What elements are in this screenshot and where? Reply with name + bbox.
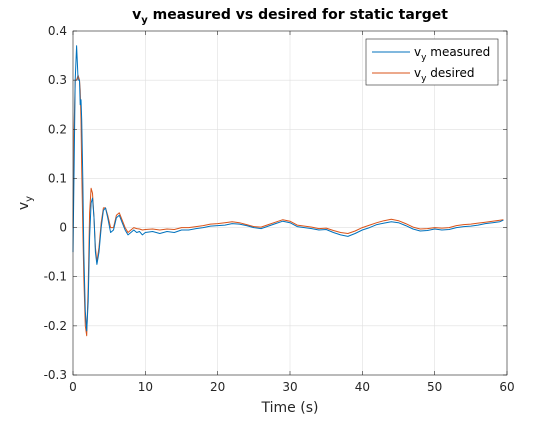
x-tick-label: 0	[69, 380, 77, 394]
y-tick-label: -0.2	[44, 319, 67, 333]
chart-title-rest: measured vs desired for static target	[148, 7, 448, 23]
y-tick-label: -0.1	[44, 270, 67, 284]
y-ticks: -0.3 -0.2 -0.1 0 0.1 0.2 0.3 0.4	[44, 24, 507, 382]
x-tick-label: 50	[427, 380, 442, 394]
y-tick-label: 0.4	[48, 24, 67, 38]
y-tick-label: 0.2	[48, 122, 67, 136]
series-lines	[72, 45, 504, 337]
y-tick-label: 0	[59, 221, 67, 235]
legend: vy measured vy desired	[365, 38, 499, 86]
y-tick-label: -0.3	[44, 368, 67, 382]
x-tick-label: 20	[210, 380, 225, 394]
y-tick-label: 0.1	[48, 171, 67, 185]
series-line-desired	[72, 74, 504, 337]
legend-measured-rest: measured	[426, 45, 490, 59]
y-axis-label-main: v	[16, 202, 32, 210]
legend-desired-rest: desired	[426, 66, 474, 80]
x-tick-label: 60	[499, 380, 514, 394]
legend-label-measured: vy measured	[414, 45, 490, 63]
x-axis-label: Time (s)	[261, 400, 319, 416]
x-tick-label: 30	[282, 380, 297, 394]
legend-label-desired: vy desired	[414, 66, 475, 84]
legend-desired-subscript: y	[421, 74, 427, 84]
series-line-measured	[72, 45, 504, 332]
chart-title: vy measured vs desired for static target	[132, 7, 448, 26]
chart-title-subscript: y	[141, 15, 148, 26]
x-tick-label: 10	[138, 380, 153, 394]
y-axis-label-subscript: y	[24, 196, 35, 202]
x-ticks: 0 10 20 30 40 50 60	[69, 31, 515, 394]
y-tick-label: 0.3	[48, 73, 67, 87]
legend-box	[365, 38, 499, 86]
y-axis-label: vy	[16, 196, 35, 210]
legend-measured-subscript: y	[421, 53, 427, 63]
legend-desired-main: v	[414, 66, 421, 80]
x-tick-label: 40	[355, 380, 370, 394]
legend-measured-main: v	[414, 45, 421, 59]
chart-title-main: v	[132, 7, 141, 23]
